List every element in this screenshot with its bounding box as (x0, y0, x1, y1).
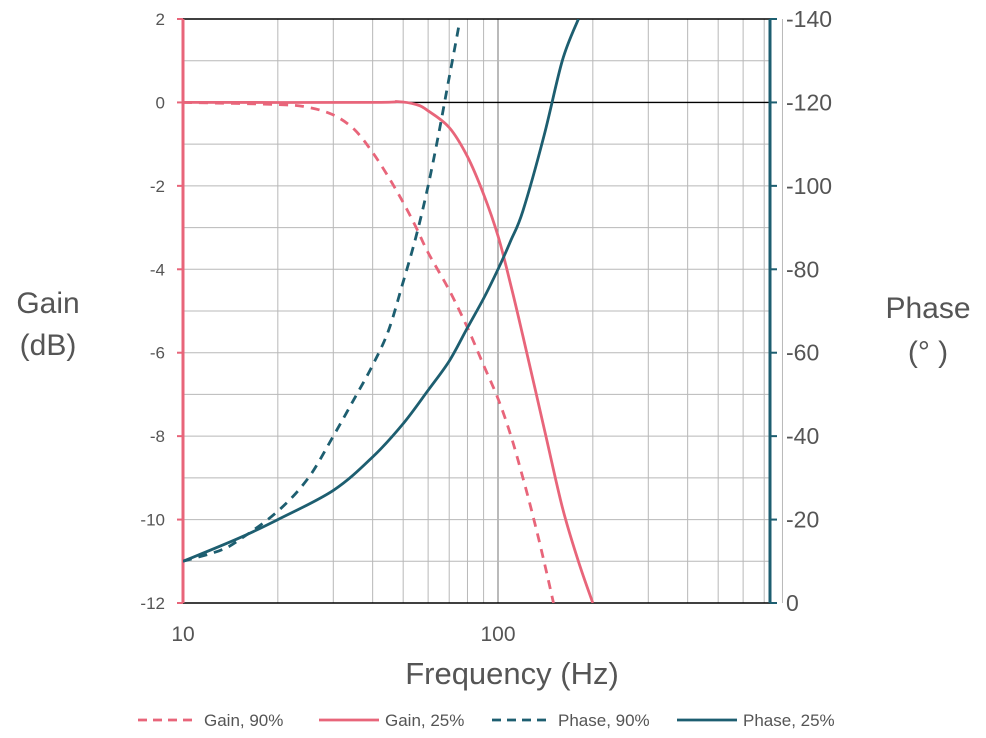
x-tick-label: 10 (171, 623, 194, 646)
right-tick-label: -20 (786, 507, 819, 533)
left-tick-label: -4 (150, 260, 165, 279)
legend: Gain, 90% Gain, 25% Phase, 90% Phase, 25% (138, 711, 835, 730)
left-axis-ticks: 2 0 -2 -4 -6 -8 -10 -12 (140, 10, 183, 613)
right-axis-title-line2: (° ) (908, 336, 948, 369)
series-phase-25-line (183, 19, 580, 563)
legend-label: Phase, 25% (743, 711, 835, 730)
right-axis-ticks: -140 -120 -100 -80 -60 -40 -20 0 (770, 6, 832, 616)
x-axis-ticks: 10 100 (171, 623, 515, 646)
right-tick-label: -140 (786, 6, 832, 32)
right-tick-label: -40 (786, 423, 819, 449)
left-tick-label: -10 (140, 511, 165, 530)
left-tick-label: 0 (156, 93, 165, 112)
axes (181, 18, 772, 604)
series-phase-90-line (183, 27, 460, 563)
right-tick-label: 0 (786, 590, 799, 616)
right-tick-label: -80 (786, 256, 819, 282)
left-tick-label: -8 (150, 427, 165, 446)
left-tick-label: -6 (150, 344, 165, 363)
left-tick-label: -2 (150, 177, 165, 196)
right-tick-label: -100 (786, 173, 832, 199)
legend-label: Gain, 90% (204, 711, 283, 730)
series-gain-25-line (183, 100, 595, 603)
left-axis-title-line1: Gain (16, 287, 79, 320)
series-layer (183, 19, 595, 603)
left-tick-label: 2 (156, 10, 165, 29)
right-tick-label: -120 (786, 89, 832, 115)
right-tick-label: -60 (786, 340, 819, 366)
left-tick-label: -12 (140, 594, 165, 613)
grid (183, 18, 783, 604)
legend-label: Gain, 25% (385, 711, 464, 730)
legend-label: Phase, 90% (558, 711, 650, 730)
right-axis-title-line1: Phase (885, 292, 970, 325)
x-axis-title: Frequency (Hz) (405, 656, 619, 691)
series-gain-90-line (183, 101, 555, 603)
left-axis-title-line2: (dB) (20, 329, 77, 362)
x-tick-label: 100 (480, 623, 515, 646)
